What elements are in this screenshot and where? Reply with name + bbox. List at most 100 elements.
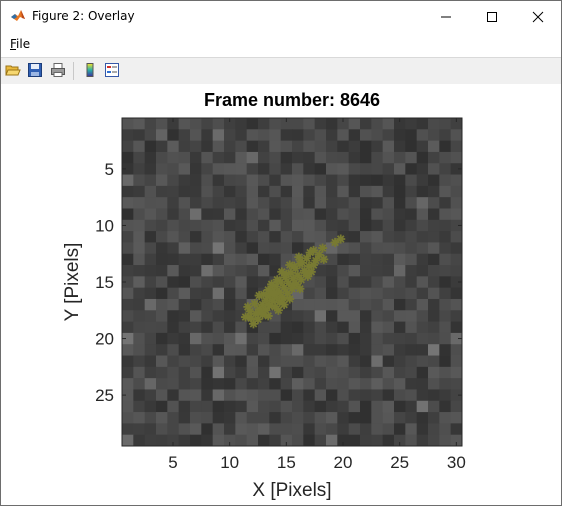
save-button[interactable] bbox=[26, 61, 44, 79]
image-pixel bbox=[360, 174, 372, 187]
image-pixel bbox=[371, 151, 384, 164]
image-pixel bbox=[439, 355, 452, 368]
image-pixel bbox=[394, 344, 406, 356]
image-pixel bbox=[133, 400, 146, 413]
image-pixel bbox=[133, 174, 146, 187]
image-pixel bbox=[156, 208, 168, 221]
image-pixel bbox=[269, 208, 282, 221]
image-pixel bbox=[122, 253, 134, 266]
overlay-point bbox=[273, 305, 283, 315]
image-pixel bbox=[258, 265, 270, 277]
minimize-button[interactable] bbox=[423, 1, 469, 32]
image-pixel bbox=[371, 185, 384, 198]
image-pixel bbox=[144, 151, 157, 164]
image-pixel bbox=[133, 389, 146, 402]
image-pixel bbox=[405, 389, 418, 402]
image-pixel bbox=[337, 276, 350, 289]
image-pixel bbox=[450, 434, 463, 447]
image-pixel bbox=[360, 185, 372, 198]
image-pixel bbox=[224, 389, 236, 402]
image-pixel bbox=[246, 208, 259, 221]
image-pixel bbox=[382, 287, 395, 300]
image-pixel bbox=[416, 174, 429, 187]
image-pixel bbox=[190, 321, 202, 334]
image-pixel bbox=[167, 310, 180, 322]
image-pixel bbox=[144, 208, 157, 221]
image-pixel bbox=[122, 344, 134, 356]
image-pixel bbox=[416, 242, 429, 255]
image-pixel bbox=[122, 310, 134, 322]
image-pixel bbox=[428, 129, 440, 142]
overlay-point bbox=[263, 311, 273, 321]
image-pixel bbox=[190, 118, 202, 130]
image-pixel bbox=[371, 197, 384, 209]
image-pixel bbox=[326, 298, 338, 311]
menu-file[interactable]: File bbox=[10, 37, 30, 51]
image-pixel bbox=[201, 163, 214, 175]
image-pixel bbox=[360, 208, 372, 221]
image-pixel bbox=[212, 287, 225, 300]
image-pixel bbox=[190, 151, 202, 164]
image-pixel bbox=[122, 197, 134, 209]
image-pixel bbox=[280, 321, 293, 334]
image-pixel bbox=[235, 174, 248, 187]
image-pixel bbox=[303, 163, 316, 175]
image-pixel bbox=[348, 208, 361, 221]
overlay-point bbox=[269, 288, 279, 298]
image-pixel bbox=[439, 378, 452, 390]
image-pixel bbox=[337, 219, 350, 232]
image-pixel bbox=[133, 118, 146, 130]
image-pixel bbox=[416, 389, 429, 402]
image-pixel bbox=[416, 434, 429, 447]
image-pixel bbox=[280, 434, 293, 447]
chart-svg: 5 10 15 20 25 30 5 10 15 20 25 X [Pixels] Y [Pixel… bbox=[62, 117, 466, 501]
image-pixel bbox=[246, 412, 259, 424]
image-pixel bbox=[246, 219, 259, 232]
overlay-point bbox=[289, 261, 299, 271]
image-pixel bbox=[133, 310, 146, 322]
image-pixel bbox=[178, 242, 191, 255]
image-pixel bbox=[212, 434, 225, 447]
image-pixel bbox=[178, 129, 191, 142]
image-pixel bbox=[303, 118, 316, 130]
image-pixel bbox=[133, 434, 146, 447]
image-pixel bbox=[382, 253, 395, 266]
image-pixel bbox=[348, 219, 361, 232]
image-pixel bbox=[122, 389, 134, 402]
open-file-button[interactable] bbox=[4, 61, 22, 79]
image-pixel bbox=[416, 219, 429, 232]
image-pixel bbox=[269, 310, 282, 322]
image-pixel bbox=[167, 321, 180, 334]
close-button[interactable] bbox=[515, 1, 561, 32]
image-pixel bbox=[156, 310, 168, 322]
image-pixel bbox=[371, 242, 384, 255]
title-bar[interactable]: Figure 2: Overlay bbox=[1, 1, 561, 32]
image-pixel bbox=[246, 423, 259, 436]
image-pixel bbox=[144, 355, 157, 368]
overlay-point bbox=[296, 275, 306, 285]
maximize-button[interactable] bbox=[469, 1, 515, 32]
image-pixel bbox=[394, 219, 406, 232]
image-pixel bbox=[201, 219, 214, 232]
image-pixel bbox=[371, 434, 384, 447]
insert-colorbar-button[interactable] bbox=[81, 61, 99, 79]
image-pixel bbox=[348, 321, 361, 334]
x-tick-label: 10 bbox=[220, 453, 239, 472]
insert-legend-button[interactable] bbox=[103, 61, 121, 79]
image-pixel bbox=[167, 118, 180, 130]
image-pixel bbox=[439, 219, 452, 232]
image-pixel bbox=[190, 332, 202, 345]
image-pixel bbox=[178, 253, 191, 266]
image-pixel bbox=[348, 412, 361, 424]
image-pixel bbox=[326, 310, 338, 322]
image-pixel bbox=[416, 265, 429, 277]
image-pixel bbox=[348, 185, 361, 198]
image-pixel bbox=[416, 151, 429, 164]
image-pixel bbox=[405, 366, 418, 379]
image-pixel bbox=[450, 287, 463, 300]
print-button[interactable] bbox=[49, 61, 67, 79]
image-pixel bbox=[382, 389, 395, 402]
image-pixel bbox=[178, 287, 191, 300]
image-pixel bbox=[360, 321, 372, 334]
